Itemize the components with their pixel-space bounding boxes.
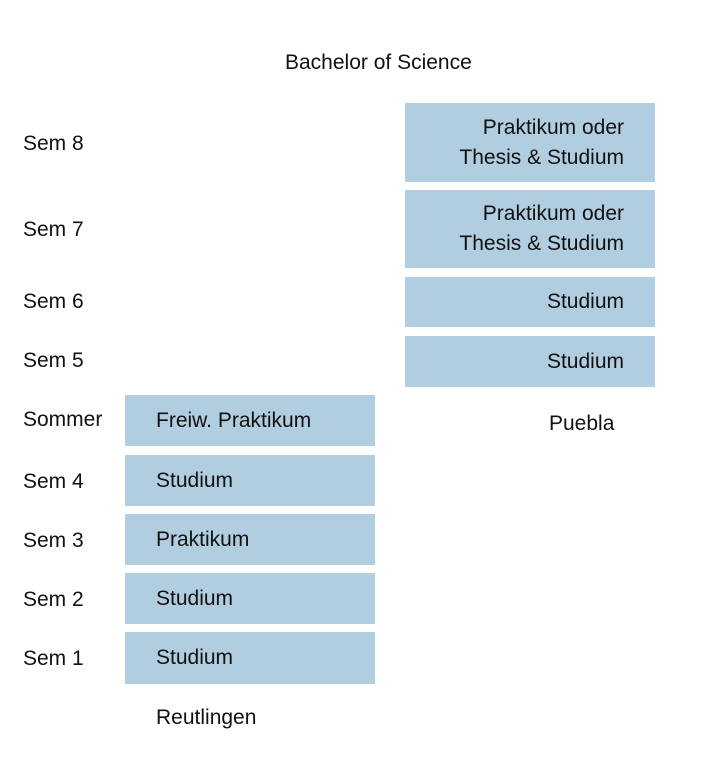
block: Studium (405, 336, 655, 387)
row-label: Sem 1 (23, 647, 84, 670)
block: Studium (125, 455, 375, 506)
row-label: Sem 3 (23, 529, 84, 552)
block-text: Thesis & Studium (459, 145, 624, 169)
row-label: Sem 2 (23, 588, 84, 611)
block: Studium (125, 573, 375, 624)
block-text: Studium (156, 586, 234, 610)
block-text: Praktikum oder (482, 202, 624, 225)
block: Praktikum oder Thesis & Studium (405, 190, 655, 268)
block-text: Freiw. Praktikum (156, 408, 312, 432)
row-label: Sem 6 (23, 290, 84, 313)
row-label: Sem 8 (23, 132, 84, 155)
block-text: Studium (546, 290, 624, 313)
location-label: Reutlingen (156, 706, 257, 729)
block: Praktikum oder Thesis & Studium (405, 103, 655, 182)
row-label: Sommer (23, 408, 103, 431)
block-text: Thesis & Studium (459, 232, 624, 255)
block-text: Praktikum (156, 527, 250, 551)
block-text: Studium (156, 646, 234, 669)
block: Studium (125, 632, 375, 684)
block-text: Studium (546, 349, 624, 373)
block: Freiw. Praktikum (125, 395, 375, 446)
block: Studium (405, 277, 655, 327)
block-text: Studium (156, 468, 234, 492)
title: Bachelor of Science (285, 51, 472, 74)
row-label: Sem 4 (23, 470, 84, 493)
row-label: Sem 5 (23, 349, 84, 372)
block-text: Praktikum oder (482, 115, 624, 139)
block: Praktikum (125, 514, 375, 565)
location-label: Puebla (549, 412, 615, 435)
row-label: Sem 7 (23, 218, 84, 241)
